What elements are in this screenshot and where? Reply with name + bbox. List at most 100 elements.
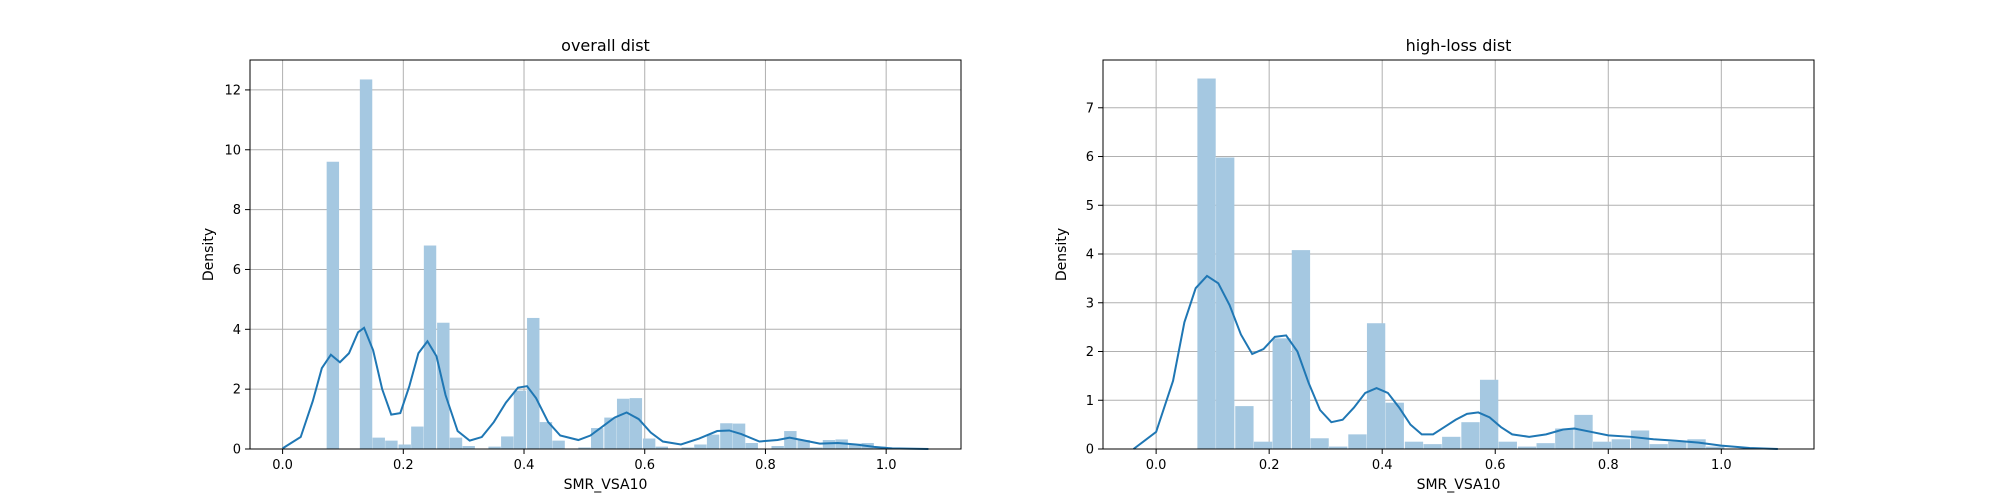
y-tick-label: 1 <box>1086 394 1094 409</box>
histogram-bar <box>326 161 340 449</box>
histogram-bar <box>1649 444 1668 449</box>
histogram-bar <box>1517 446 1537 449</box>
histogram-bar <box>771 446 784 449</box>
histogram-bar <box>616 398 630 449</box>
histogram-bar <box>655 446 669 449</box>
x-tick-label: 0.0 <box>272 458 293 473</box>
x-tick-label: 1.0 <box>876 458 897 473</box>
y-tick-label: 7 <box>1086 101 1094 116</box>
histogram-bar <box>1310 438 1329 449</box>
histogram-bar <box>810 447 823 449</box>
kde-line <box>282 326 929 450</box>
histogram-bar <box>1404 441 1424 449</box>
histogram-bar <box>1197 78 1216 450</box>
histogram-bar <box>462 446 475 449</box>
histogram-bar <box>449 437 463 449</box>
y-tick-label: 4 <box>1086 248 1094 263</box>
histogram-bar <box>1253 441 1273 449</box>
chart-overall-dist: 0.0 0.2 0.4 0.6 0.8 1.0 0 2 4 6 8 10 12 overall dist… <box>201 36 962 493</box>
histogram-bar <box>1687 439 1706 449</box>
histogram-bar <box>398 444 411 449</box>
histogram-bar <box>1555 428 1574 449</box>
histogram-bar <box>822 440 836 449</box>
x-tick-label: 0.2 <box>1259 458 1280 473</box>
histogram-bar <box>578 447 591 449</box>
histogram-bar <box>1706 446 1725 449</box>
y-tick-label: 2 <box>1086 345 1094 360</box>
chart-title: overall dist <box>561 36 650 55</box>
histogram-bar <box>720 423 733 449</box>
histogram-bar <box>1668 441 1687 449</box>
histogram-bar <box>1593 441 1612 449</box>
histogram-bar <box>1461 422 1480 449</box>
y-tick-label: 6 <box>233 263 241 278</box>
histogram-bar <box>1498 441 1517 449</box>
histogram-bar <box>527 317 540 449</box>
histogram-bar <box>1630 430 1650 449</box>
histogram-bars <box>326 79 887 449</box>
histogram-bar <box>1366 323 1386 449</box>
histogram-bar <box>513 390 527 449</box>
histogram-bar <box>1329 446 1348 449</box>
histogram-bar <box>604 417 617 449</box>
x-tick-label: 0.8 <box>1598 458 1619 473</box>
y-tick-label: 4 <box>233 323 241 338</box>
histogram-bar <box>501 436 514 449</box>
histogram-bar <box>1291 250 1311 449</box>
x-tick-label: 0.6 <box>1485 458 1506 473</box>
ticks: 0.0 0.2 0.4 0.6 0.8 1.0 0 1 2 3 4 5 6 7 <box>1086 101 1732 473</box>
histogram-bar <box>848 443 862 449</box>
histogram-bars <box>1197 78 1725 450</box>
histogram-bar <box>642 438 656 449</box>
x-tick-label: 0.2 <box>393 458 414 473</box>
histogram-bar <box>1536 443 1555 449</box>
axes-frame <box>1102 59 1815 450</box>
histogram-bar <box>694 444 707 449</box>
histogram-bar <box>732 423 746 449</box>
x-tick-label: 1.0 <box>1711 458 1732 473</box>
x-tick-label: 0.0 <box>1146 458 1167 473</box>
y-tick-label: 10 <box>224 143 241 158</box>
histogram-bar <box>1442 436 1461 449</box>
x-axis-label: SMR_VSA10 <box>1417 477 1501 493</box>
y-tick-label: 2 <box>233 383 241 398</box>
chart-title: high-loss dist <box>1406 36 1512 55</box>
x-tick-label: 0.4 <box>1372 458 1393 473</box>
histogram-bar <box>488 446 501 449</box>
histogram-bar <box>1423 444 1442 449</box>
histogram-bar <box>681 447 694 449</box>
histogram-bar <box>1574 414 1593 449</box>
histogram-bar <box>784 431 797 449</box>
histogram-bar <box>1348 434 1367 449</box>
histogram-bar <box>1235 406 1254 449</box>
x-tick-label: 0.6 <box>634 458 655 473</box>
histogram-bar <box>1479 379 1499 449</box>
axes-frame <box>249 59 962 450</box>
y-tick-label: 0 <box>233 443 241 458</box>
histogram-bar <box>372 437 385 449</box>
y-tick-label: 12 <box>224 83 241 98</box>
histogram-bar <box>706 434 720 449</box>
histogram-bar <box>629 398 643 449</box>
chart-high-loss-dist: 0.0 0.2 0.4 0.6 0.8 1.0 0 1 2 3 4 5 6 7 high-loss dis… <box>1054 36 1815 493</box>
x-axis-label: SMR_VSA10 <box>564 477 648 493</box>
histogram-bar <box>552 440 565 449</box>
histogram-bar <box>1385 402 1404 449</box>
y-axis-label: Density <box>201 228 217 281</box>
x-tick-label: 0.8 <box>755 458 776 473</box>
histogram-bar <box>1611 439 1630 449</box>
kde-line <box>1132 274 1778 450</box>
y-tick-label: 6 <box>1086 150 1094 165</box>
histogram-bar <box>411 426 424 449</box>
y-tick-label: 0 <box>1086 443 1094 458</box>
histogram-bar <box>385 440 398 449</box>
x-tick-label: 0.4 <box>514 458 535 473</box>
histogram-bar <box>1272 338 1291 449</box>
histogram-bar <box>797 440 810 449</box>
y-tick-label: 5 <box>1086 199 1094 214</box>
y-axis-label: Density <box>1054 228 1070 281</box>
histogram-bar <box>745 443 758 449</box>
histogram-bar <box>539 422 553 449</box>
histogram-bar <box>1216 157 1235 450</box>
